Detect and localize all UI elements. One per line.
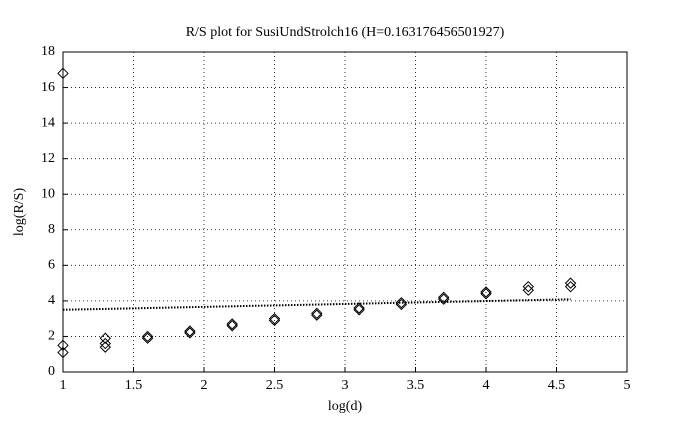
y-tick-label: 0 xyxy=(48,364,55,379)
plot-frame xyxy=(62,51,628,373)
data-point xyxy=(184,325,196,337)
data-point xyxy=(522,284,535,296)
y-tick-label: 8 xyxy=(48,222,55,237)
x-tick-label: 3.5 xyxy=(407,378,425,393)
y-tick-label: 12 xyxy=(41,151,55,166)
y-tick-label: 16 xyxy=(41,80,55,95)
x-tick-label: 3 xyxy=(342,378,349,393)
data-point xyxy=(226,318,238,330)
data-point xyxy=(57,346,69,359)
data-point xyxy=(564,277,577,289)
data-point xyxy=(522,280,535,293)
x-tick-label: 2 xyxy=(201,378,208,393)
y-tick-label: 6 xyxy=(48,258,55,273)
data-point xyxy=(99,332,112,344)
data-point xyxy=(99,341,112,353)
data-point xyxy=(57,339,69,352)
data-point xyxy=(564,280,577,293)
data-point xyxy=(395,298,408,311)
data-point xyxy=(437,291,450,304)
fit-line xyxy=(62,298,571,311)
data-point xyxy=(57,67,69,80)
chart-title: R/S plot for SusiUndStrolch16 (H=0.16317… xyxy=(186,25,505,40)
x-tick-label: 1.5 xyxy=(125,378,143,393)
data-point xyxy=(311,307,323,320)
y-tick-label: 2 xyxy=(48,329,55,344)
data-point xyxy=(226,320,238,332)
y-tick-label: 14 xyxy=(41,115,55,130)
y-tick-label: 18 xyxy=(41,44,55,59)
x-tick-label: 4.5 xyxy=(548,378,566,393)
y-tick-label: 10 xyxy=(41,186,55,201)
data-point xyxy=(437,293,450,305)
y-axis-label: log(R/S) xyxy=(12,188,27,237)
data-point xyxy=(395,296,408,309)
data-point xyxy=(184,327,196,339)
data-point xyxy=(311,309,323,321)
x-tick-label: 1 xyxy=(60,378,67,393)
data-point xyxy=(141,332,154,344)
data-point xyxy=(268,314,281,327)
data-point xyxy=(353,302,365,314)
data-point xyxy=(99,337,112,350)
x-tick-label: 2.5 xyxy=(266,378,284,393)
data-point xyxy=(353,304,365,316)
data-point xyxy=(480,288,492,300)
y-tick-label: 4 xyxy=(48,293,55,308)
data-point xyxy=(141,330,154,343)
data-point xyxy=(480,286,492,298)
x-axis-label: log(d) xyxy=(328,399,363,414)
x-tick-label: 5 xyxy=(624,378,631,393)
data-point xyxy=(268,312,281,325)
x-tick-label: 4 xyxy=(483,378,490,393)
